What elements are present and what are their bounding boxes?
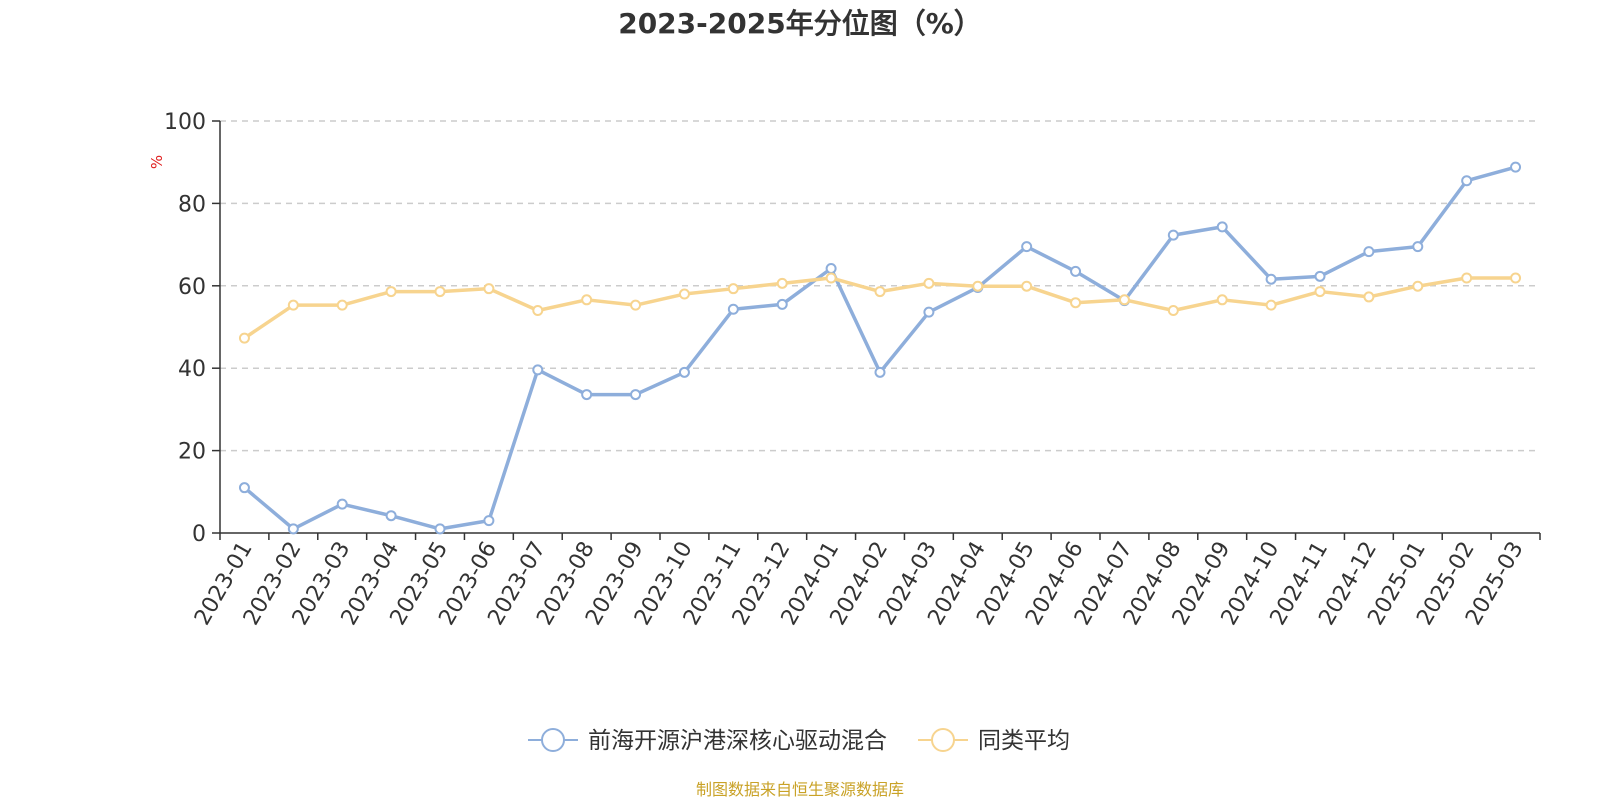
series-1-point [1510,161,1522,173]
line-chart: 020406080100%2023-012023-022023-032023-0… [148,110,1541,754]
series-2-point [825,272,837,284]
series-1-point [825,262,837,274]
legend-label-1: 前海开源沪港深核心驱动混合 [588,728,887,754]
series-1-point [776,298,788,310]
series-2-point [776,277,788,289]
legend: 前海开源沪港深核心驱动混合 同类平均 [528,728,1070,754]
series-2-point [336,299,348,311]
series-2-point [923,277,935,289]
series-1-point [385,510,397,522]
series-2-point [1021,280,1033,292]
series-2-point [1265,299,1277,311]
series-1-point [434,523,446,535]
legend-label-2: 同类平均 [978,728,1070,754]
y-tick-label: 60 [178,275,206,300]
series-1-point [483,515,495,527]
series-1-point [336,498,348,510]
series-2-point [1070,297,1082,309]
series-2-point [1461,272,1473,284]
series-2-point [972,280,984,292]
series-1-point [238,482,250,494]
series-1-point [1167,229,1179,241]
series-2-point [678,288,690,300]
series-1-point [630,389,642,401]
series-2-point [532,305,544,317]
y-tick-label: 0 [192,522,206,547]
y-tick-label: 100 [164,110,206,135]
series-2-point [1314,286,1326,298]
series-1-point [1216,221,1228,233]
series-2-point [581,294,593,306]
legend-marker-1 [541,728,565,752]
y-axis-label: % [148,155,166,169]
series-1-point [1363,246,1375,258]
series-1-point [1412,241,1424,253]
series-2-point [874,286,886,298]
source-note: 制图数据来自恒生聚源数据库 [695,780,904,799]
series-2-point [1167,305,1179,317]
series-2-point [483,283,495,295]
series-1-point [727,303,739,315]
series-1-point [923,306,935,318]
series-2-point [727,283,739,295]
y-tick-label: 80 [178,192,206,217]
grid-lines [220,120,1540,452]
series-1-point [532,364,544,376]
series-1-point [287,523,299,535]
y-tick-label: 20 [178,440,206,465]
legend-marker-2 [931,728,955,752]
series-2-point [1363,291,1375,303]
series-2-point [630,299,642,311]
series-1-point [1314,270,1326,282]
series-1-point [1070,265,1082,277]
series-2-point [1216,294,1228,306]
series-1-point [1265,273,1277,285]
series-1-point [678,366,690,378]
series-2-point [385,286,397,298]
chart-title: 2023-2025年分位图（%） [618,7,982,40]
series-line-1 [243,165,1517,531]
axes: 020406080100%2023-012023-022023-032023-0… [148,110,1541,630]
y-tick-label: 40 [178,357,206,382]
series-2-point [1118,294,1130,306]
series-2-point [238,332,250,344]
series-2-point [1510,272,1522,284]
series-2-point [434,286,446,298]
series-1-point [1021,241,1033,253]
series-1-point [581,389,593,401]
series-2-point [1412,280,1424,292]
series-1-point [1461,175,1473,187]
series-lines [238,161,1522,535]
series-2-point [287,299,299,311]
series-1-point [874,366,886,378]
